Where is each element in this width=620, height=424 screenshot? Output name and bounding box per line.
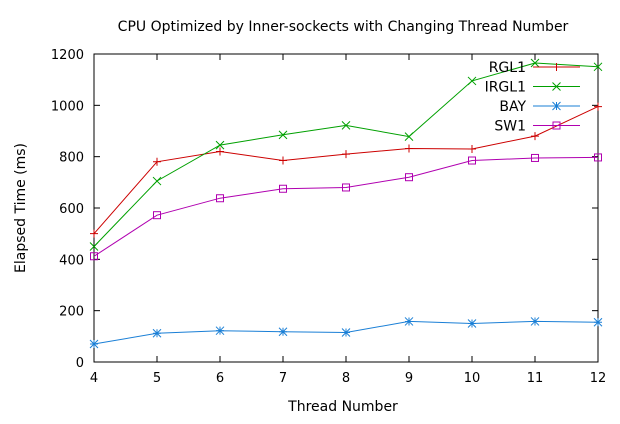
data-point-irgl1 <box>152 176 162 186</box>
legend-label-sw1: SW1 <box>494 119 526 135</box>
data-point-rgl1 <box>594 102 602 111</box>
x-tick-label: 11 <box>527 371 544 386</box>
y-tick-label: 1000 <box>51 99 84 114</box>
x-tick-label: 5 <box>153 371 161 386</box>
series-bay <box>89 317 603 349</box>
series-rgl1 <box>90 102 602 238</box>
data-point-irgl1 <box>278 130 288 140</box>
y-tick-label: 200 <box>59 305 84 320</box>
data-point-irgl1 <box>341 120 351 130</box>
data-point-bay <box>89 339 99 349</box>
legend-marker-bay <box>552 101 561 111</box>
data-point-irgl1 <box>404 132 414 142</box>
data-point-irgl1 <box>89 242 99 251</box>
data-point-sw1 <box>90 252 98 261</box>
data-point-bay <box>593 317 603 327</box>
data-point-sw1 <box>468 156 476 165</box>
data-point-rgl1 <box>342 150 350 159</box>
legend-label-irgl1: IRGL1 <box>485 80 526 96</box>
series-line-sw1 <box>93 156 599 257</box>
chart-title: CPU Optimized by Inner-sockects with Cha… <box>118 19 569 35</box>
data-point-sw1 <box>405 173 413 182</box>
x-tick-label: 10 <box>464 371 481 386</box>
data-point-irgl1 <box>215 140 225 150</box>
data-point-rgl1 <box>153 157 161 166</box>
legend-label-bay: BAY <box>499 99 526 115</box>
data-point-sw1 <box>594 153 602 162</box>
legend-marker-sw1 <box>552 121 561 130</box>
ticks-layer: 4 5 6 7 8 9 10 11 12 0 200 400 600 800 1000 1200 <box>51 48 606 386</box>
data-point-bay <box>404 317 414 326</box>
legend-label-rgl1: RGL1 <box>489 60 526 76</box>
legend-marker-rgl1 <box>552 63 561 71</box>
series-layer <box>89 58 603 349</box>
x-axis-label: Thread Number <box>287 399 398 415</box>
y-tick-label: 600 <box>59 202 84 217</box>
data-point-rgl1 <box>531 132 539 141</box>
data-point-sw1 <box>153 211 161 220</box>
data-point-irgl1 <box>530 58 540 68</box>
x-tick-label: 4 <box>90 371 98 386</box>
series-irgl1 <box>89 58 603 251</box>
data-point-rgl1 <box>405 144 413 153</box>
x-tick-label: 7 <box>279 371 287 386</box>
data-point-sw1 <box>342 183 350 192</box>
x-tick-label: 12 <box>590 371 607 386</box>
data-point-irgl1 <box>593 62 603 72</box>
data-point-sw1 <box>531 153 539 162</box>
legend-marker-irgl1 <box>552 82 561 91</box>
data-point-rgl1 <box>216 147 224 156</box>
data-point-rgl1 <box>279 156 287 165</box>
data-point-bay <box>278 327 288 337</box>
y-axis-label: Elapsed Time (ms) <box>13 143 29 273</box>
data-point-bay <box>467 319 477 328</box>
data-point-sw1 <box>279 184 287 193</box>
y-tick-label: 1200 <box>51 48 84 63</box>
data-point-bay <box>152 328 162 338</box>
data-point-irgl1 <box>467 76 477 86</box>
y-tick-label: 400 <box>59 253 84 268</box>
x-tick-label: 6 <box>216 371 224 386</box>
data-point-rgl1 <box>468 144 476 153</box>
legend-item-sw1: SW1 <box>494 119 580 135</box>
series-sw1 <box>90 153 602 261</box>
legend: RGL1 IRGL1 BAY SW1 <box>485 60 580 135</box>
legend-item-irgl1: IRGL1 <box>485 80 580 96</box>
y-tick-label: 0 <box>76 356 84 371</box>
y-tick-label: 800 <box>59 151 84 166</box>
x-tick-label: 8 <box>342 371 350 386</box>
legend-item-bay: BAY <box>499 99 580 115</box>
data-point-sw1 <box>216 194 224 203</box>
data-point-bay <box>530 317 540 326</box>
data-point-bay <box>215 326 225 336</box>
legend-item-rgl1: RGL1 <box>489 60 580 76</box>
data-point-bay <box>341 328 351 337</box>
x-tick-label: 9 <box>405 371 413 386</box>
data-point-rgl1 <box>90 229 98 238</box>
